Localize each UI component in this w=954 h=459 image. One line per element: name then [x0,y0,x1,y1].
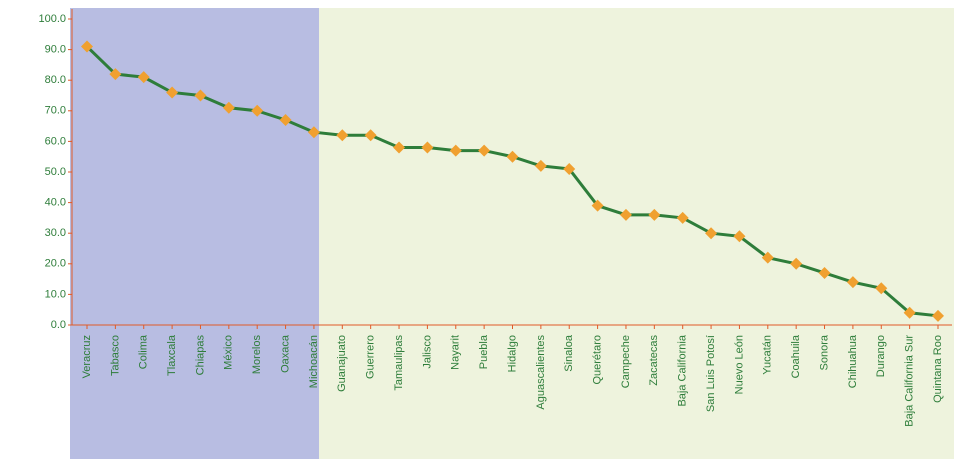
marker [194,89,207,102]
marker [478,144,491,157]
y-tick-label: 40.0 [45,197,66,209]
marker [705,227,718,240]
x-tick-label: Tabasco [109,335,121,376]
y-tick-label: 0.0 [51,319,66,331]
x-tick-label: Campeche [620,335,632,388]
marker [648,208,661,221]
x-tick-label: Nuevo León [733,335,745,394]
x-tick-label: Baja California Sur [904,335,916,427]
y-tick-label: 60.0 [45,135,66,147]
x-tick-label: Durango [875,335,887,377]
x-tick-label: Querétaro [592,335,604,385]
marker [733,230,746,243]
marker [421,141,434,154]
x-tick-label: Coahuila [790,334,802,378]
y-tick-label: 10.0 [45,288,66,300]
marker [166,86,179,99]
marker [137,71,150,84]
marker [619,208,632,221]
marker [818,266,831,279]
marker [534,159,547,172]
marker [109,68,122,81]
marker [875,282,888,295]
x-tick-label: Nayarit [450,335,462,370]
x-tick-label: Veracruz [81,335,93,378]
plot-background [319,8,954,459]
marker [364,129,377,142]
marker [81,40,93,53]
x-tick-label: Sinaloa [563,334,575,372]
marker [336,129,349,142]
y-tick-label: 30.0 [45,227,66,239]
marker [932,309,944,322]
y-tick-label: 90.0 [45,44,66,56]
x-tick-label: Michoacán [308,335,320,388]
marker [676,211,689,224]
x-tick-label: Morelos [251,335,263,375]
x-tick-label: Puebla [478,334,490,369]
marker [591,199,604,212]
x-tick-label: Colima [138,334,150,369]
x-tick-label: México [223,335,235,370]
marker [903,306,916,319]
x-tick-label: Zacatecas [648,335,660,386]
marker [251,104,264,117]
x-tick-label: Quintana Roo [932,335,944,403]
marker [307,126,320,139]
x-tick-label: Baja California [677,334,689,406]
highlight-region [70,8,319,459]
x-tick-label: Guerrero [365,335,377,379]
y-tick-label: 20.0 [45,258,66,270]
x-tick-label: Hidalgo [506,335,518,372]
marker [279,113,292,126]
x-tick-label: San Luis Potosí [705,335,717,412]
marker [563,162,576,175]
x-tick-label: Tamaulipas [393,335,405,391]
marker [222,101,235,114]
x-tick-label: Chiapas [194,335,206,376]
y-tick-label: 50.0 [45,166,66,178]
y-tick-label: 70.0 [45,105,66,117]
x-tick-label: Jalisco [421,335,433,369]
marker [506,150,519,163]
x-tick-label: Chihuahua [847,334,859,388]
marker [449,144,462,157]
x-tick-label: Sonora [818,334,830,370]
marker [761,251,774,264]
x-tick-label: Oaxaca [279,334,291,373]
marker [790,257,803,270]
marker [393,141,406,154]
y-tick-label: 100.0 [38,13,66,25]
y-tick-label: 80.0 [45,74,66,86]
x-tick-label: Aguascalientes [535,335,547,410]
x-tick-label: Yucatán [762,335,774,375]
x-tick-label: Tlaxcala [166,334,178,376]
x-tick-label: Guanajuato [336,335,348,392]
marker [846,276,859,289]
